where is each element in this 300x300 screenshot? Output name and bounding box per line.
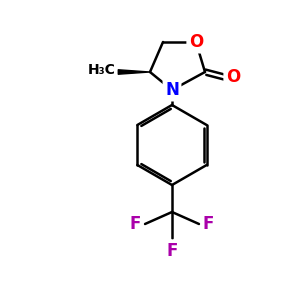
Text: O: O bbox=[226, 68, 240, 86]
Text: H₃C: H₃C bbox=[88, 63, 116, 77]
Text: N: N bbox=[165, 81, 179, 99]
Polygon shape bbox=[118, 70, 150, 74]
Text: F: F bbox=[130, 215, 141, 233]
Text: F: F bbox=[203, 215, 214, 233]
Text: F: F bbox=[166, 242, 178, 260]
Text: O: O bbox=[189, 33, 203, 51]
